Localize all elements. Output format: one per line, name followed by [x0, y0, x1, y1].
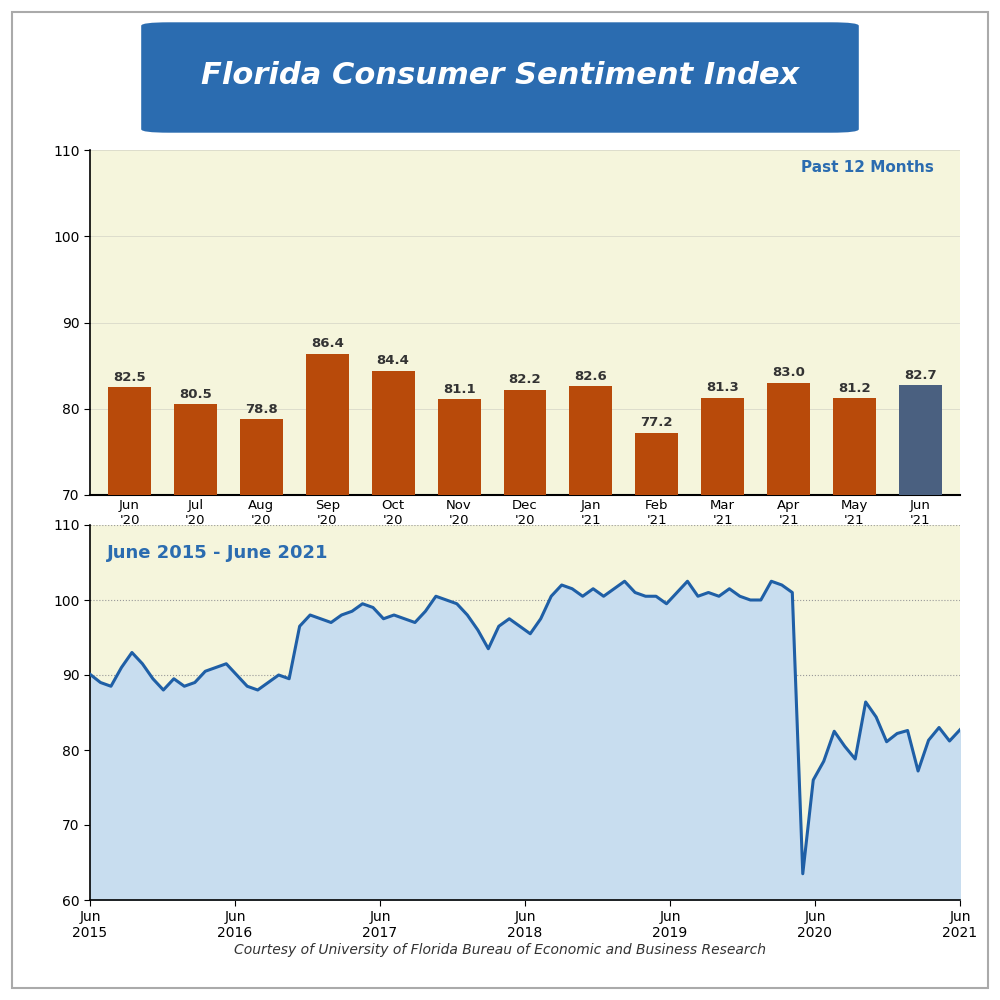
Bar	[174, 404, 217, 495]
Text: 81.2: 81.2	[838, 382, 871, 395]
Text: 82.7: 82.7	[904, 369, 937, 382]
Bar	[767, 383, 810, 495]
Bar	[833, 398, 876, 495]
Text: 80.5: 80.5	[179, 388, 212, 401]
Bar	[108, 387, 151, 495]
Text: 84.4: 84.4	[377, 354, 410, 367]
Text: Florida Consumer Sentiment Index: Florida Consumer Sentiment Index	[201, 61, 799, 90]
Text: 81.3: 81.3	[706, 381, 739, 394]
Text: 82.5: 82.5	[113, 371, 146, 384]
Bar	[899, 385, 942, 495]
Text: 82.2: 82.2	[509, 373, 541, 386]
Bar	[372, 371, 415, 495]
Text: 81.1: 81.1	[443, 383, 475, 396]
Bar	[569, 386, 612, 495]
Text: 82.6: 82.6	[575, 370, 607, 383]
Text: Courtesy of University of Florida Bureau of Economic and Business Research: Courtesy of University of Florida Bureau…	[234, 943, 766, 957]
Bar	[438, 399, 481, 495]
Text: 86.4: 86.4	[311, 337, 344, 350]
Text: Past 12 Months: Past 12 Months	[801, 160, 934, 175]
Text: 83.0: 83.0	[772, 366, 805, 379]
Bar	[240, 419, 283, 495]
Bar	[504, 390, 546, 495]
Text: 78.8: 78.8	[245, 403, 278, 416]
Text: 77.2: 77.2	[641, 416, 673, 429]
Text: June 2015 - June 2021: June 2015 - June 2021	[107, 544, 329, 562]
FancyBboxPatch shape	[141, 22, 859, 133]
Bar	[701, 398, 744, 495]
Bar	[306, 354, 349, 495]
Bar	[635, 433, 678, 495]
